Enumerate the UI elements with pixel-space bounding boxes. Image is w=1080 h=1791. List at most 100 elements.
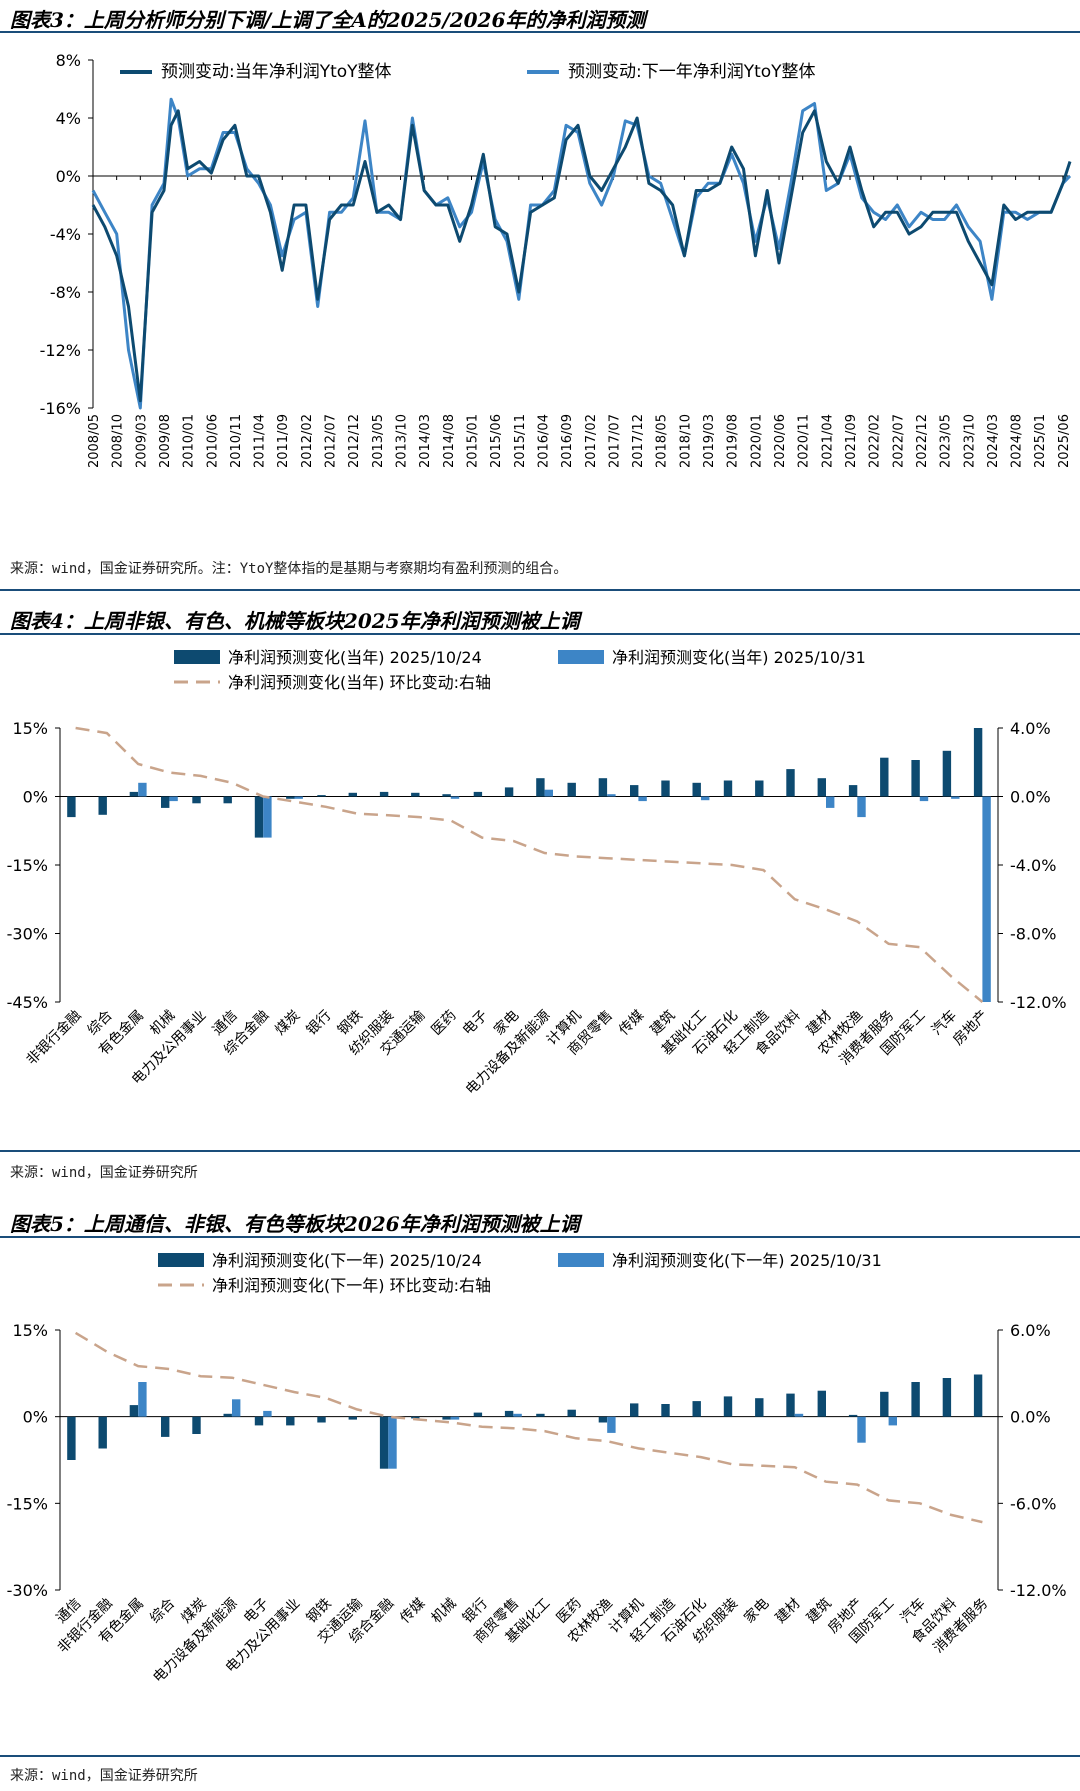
x-tick-label: 2021/04 xyxy=(820,414,835,468)
bar-dark xyxy=(504,787,514,797)
y-tick-label: -45% xyxy=(7,993,48,1012)
bar-dark xyxy=(567,782,576,797)
series-line-change xyxy=(74,1331,983,1524)
bar-dark xyxy=(504,1410,514,1417)
bar-dark xyxy=(67,796,76,818)
bar-dark xyxy=(98,796,107,815)
bar-dark xyxy=(286,1416,295,1426)
y-tick-label: -30% xyxy=(7,925,48,944)
bar-light xyxy=(701,796,710,801)
fig4-title: 图表4：上周非银、有色、机械等板块2025年净利润预测被上调 xyxy=(10,609,580,633)
x-category-label: 建材 xyxy=(772,1596,803,1627)
x-tick-label: 2022/07 xyxy=(891,414,906,468)
x-category-label: 家电 xyxy=(741,1595,773,1627)
bar-dark xyxy=(223,1413,232,1417)
bar-dark xyxy=(473,1412,483,1417)
x-tick-label: 2018/10 xyxy=(678,414,693,468)
x-category-label: 房地产 xyxy=(950,1008,991,1049)
fig3-rule xyxy=(0,31,1080,33)
bar-dark xyxy=(942,1378,952,1417)
bar-dark xyxy=(254,796,264,838)
bar-dark xyxy=(254,1416,264,1426)
y-tick-label: -15% xyxy=(7,1494,48,1513)
x-tick-label: 2014/03 xyxy=(418,414,433,468)
bar-dark xyxy=(598,1416,608,1423)
x-tick-label: 2011/09 xyxy=(276,414,291,468)
bar-light xyxy=(638,796,647,802)
x-tick-label: 2018/05 xyxy=(655,414,670,468)
y-tick-label: -15% xyxy=(7,856,48,875)
bar-dark xyxy=(817,778,826,797)
fig3-source: 来源：wind，国金证券研究所。注：YtoY整体指的是基期与考察期均有盈利预测的… xyxy=(10,561,568,577)
fig4-top-rule xyxy=(0,589,1080,591)
legend-swatch xyxy=(558,1253,604,1267)
fig4-source: 来源：wind，国金证券研究所 xyxy=(10,1165,198,1181)
x-tick-label: 2015/11 xyxy=(513,414,528,468)
x-tick-label: 2019/03 xyxy=(702,414,717,468)
fig4-chart: 15% 0% -15% -30% -45% 4.0% 0.0% -4.0% -8.0% -12.0… xyxy=(7,648,1067,1098)
bar-light xyxy=(263,796,272,838)
bar-dark xyxy=(786,769,795,797)
y-tick-label: -16% xyxy=(40,399,81,418)
x-tick-label: 2010/01 xyxy=(182,414,197,468)
bar-light xyxy=(888,1416,897,1426)
bar-dark xyxy=(129,791,139,797)
fig5-source: 来源：wind，国金证券研究所 xyxy=(10,1768,198,1784)
bar-dark xyxy=(755,780,764,797)
y-tick-label: 0% xyxy=(23,1408,48,1427)
bar-dark xyxy=(911,1382,920,1417)
bar-dark xyxy=(723,780,733,797)
bar-light xyxy=(607,794,616,797)
bar-light xyxy=(263,1410,272,1417)
x-tick-label: 2010/11 xyxy=(229,414,244,468)
x-tick-label: 2021/09 xyxy=(844,414,859,468)
fig5-rule xyxy=(0,1236,1080,1238)
fig5-bottom-rule xyxy=(0,1755,1080,1757)
x-tick-label: 2012/07 xyxy=(324,414,339,468)
legend-swatch xyxy=(558,650,604,664)
y-tick-label: 15% xyxy=(12,719,48,738)
legend-swatch xyxy=(174,650,220,664)
x-tick-label: 2008/10 xyxy=(111,414,126,468)
x-tick-label: 2009/08 xyxy=(158,414,173,468)
bar-dark xyxy=(536,1413,545,1417)
bar-dark xyxy=(411,1416,420,1419)
x-tick-label: 2019/08 xyxy=(726,414,741,468)
legend-label: 净利润预测变化(下一年) 2025/10/24 xyxy=(212,1251,482,1270)
x-tick-label: 2010/06 xyxy=(205,414,220,468)
bar-dark xyxy=(161,1416,170,1437)
x-category-label: 医药 xyxy=(429,1008,460,1039)
bar-dark xyxy=(442,1416,451,1420)
y2-tick-label: -12.0% xyxy=(1010,1581,1067,1600)
x-tick-label: 2017/07 xyxy=(607,414,622,468)
x-category-label: 机械 xyxy=(429,1596,460,1627)
y-tick-label: 0% xyxy=(23,788,48,807)
y-tick-label: 4% xyxy=(56,109,81,128)
x-tick-label: 2015/06 xyxy=(489,414,504,468)
x-category-label: 传媒 xyxy=(616,1008,647,1039)
bar-light xyxy=(857,1416,866,1443)
bar-light xyxy=(794,1413,804,1417)
bar-dark xyxy=(442,794,451,797)
fig5-title: 图表5：上周通信、非银、有色等板块2026年净利润预测被上调 xyxy=(10,1212,580,1236)
y2-tick-label: 0.0% xyxy=(1010,788,1051,807)
x-tick-label: 2013/10 xyxy=(395,414,410,468)
y2-tick-label: 6.0% xyxy=(1010,1321,1051,1340)
bar-light xyxy=(857,796,866,818)
x-tick-label: 2011/04 xyxy=(253,414,268,468)
bar-dark xyxy=(223,796,232,804)
bar-dark xyxy=(317,1416,326,1423)
bar-light xyxy=(294,796,303,799)
bar-dark xyxy=(348,792,357,797)
x-tick-label: 2016/09 xyxy=(560,414,575,468)
y-tick-label: -30% xyxy=(7,1581,48,1600)
x-tick-label: 2022/02 xyxy=(868,414,883,468)
legend-label: 净利润预测变化(当年) 2025/10/24 xyxy=(228,648,482,667)
y2-tick-label: -4.0% xyxy=(1010,856,1056,875)
x-tick-label: 2016/04 xyxy=(536,414,551,468)
y-tick-label: -12% xyxy=(40,341,81,360)
x-tick-label: 2024/08 xyxy=(1010,414,1025,468)
bar-dark xyxy=(880,1391,889,1417)
bar-dark xyxy=(536,778,545,797)
bar-light xyxy=(450,1416,460,1420)
